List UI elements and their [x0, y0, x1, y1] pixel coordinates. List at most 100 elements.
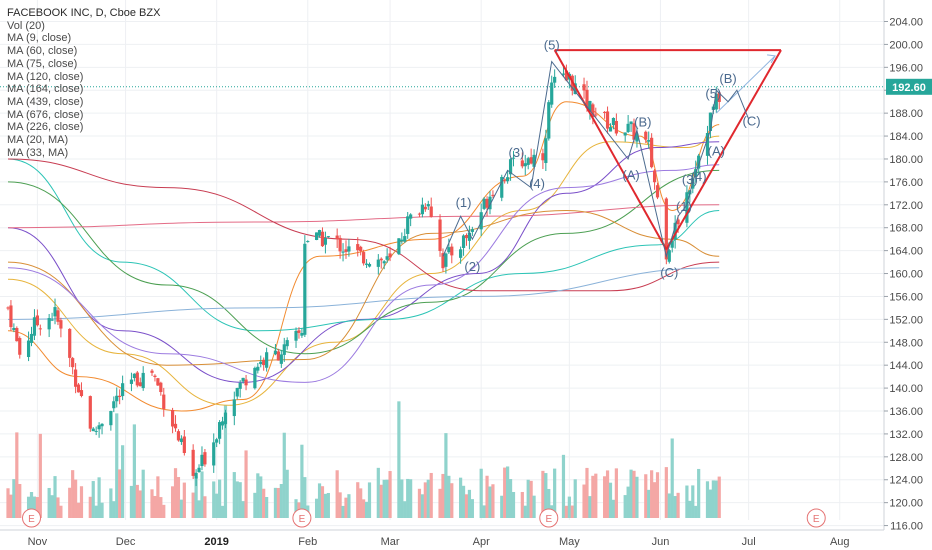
candle-body [88, 396, 92, 429]
volume-bar [56, 497, 60, 518]
legend-indicator[interactable]: MA (164, close) [7, 83, 84, 96]
candle-body [244, 379, 248, 386]
volume-bar [670, 438, 674, 518]
candle-body [582, 84, 586, 91]
volume-bar [156, 476, 160, 518]
candle-body [18, 338, 22, 355]
legend-indicator[interactable]: MA (60, close) [7, 45, 78, 58]
candle-body [191, 449, 195, 476]
volume-bar [561, 454, 566, 518]
y-tick-label: 200.00 [889, 39, 923, 51]
volume-bar [650, 470, 654, 518]
candle-body [403, 236, 407, 242]
legend-indicator[interactable]: MA (676, close) [7, 108, 84, 121]
candle-body [253, 367, 257, 389]
candle-body [91, 428, 95, 432]
candle-body [344, 249, 348, 252]
volume-bar [694, 505, 698, 518]
candle-body [200, 454, 204, 467]
volume-bar [441, 473, 445, 518]
candle-body [564, 70, 569, 81]
volume-bar [491, 484, 495, 518]
volume-bar [347, 494, 351, 518]
candle-body [644, 131, 648, 140]
candle-body [35, 315, 39, 326]
candle-body [38, 328, 42, 330]
wave-label: (5) [705, 86, 721, 101]
y-tick-label: 184.00 [889, 131, 923, 143]
volume-bar [461, 485, 466, 518]
candle-body [635, 133, 639, 142]
volume-bar [629, 469, 633, 518]
candle-body [173, 423, 178, 429]
candle-body [594, 114, 598, 116]
volume-bar [711, 480, 715, 518]
candle-body [652, 170, 657, 183]
x-tick-label: Dec [116, 536, 136, 548]
legend-indicator[interactable]: MA (226, close) [7, 121, 84, 134]
candle-body [112, 401, 116, 409]
earnings-marker [806, 508, 826, 528]
volume-bar [179, 499, 184, 518]
candle-body [491, 194, 495, 196]
candle-body [532, 154, 536, 167]
volume-bar [341, 505, 345, 518]
candle-body [235, 387, 239, 397]
x-tick-label: Mar [381, 536, 400, 548]
candle-body [541, 153, 545, 161]
candle-body [464, 235, 469, 239]
candle-body [608, 127, 613, 132]
volume-bar [385, 479, 389, 518]
price-label-box [886, 78, 932, 95]
volume-bar [100, 502, 104, 518]
candle-body [338, 237, 342, 252]
candle-body [406, 216, 410, 234]
volume-bar [253, 492, 257, 518]
candle-body [285, 340, 289, 347]
volume-bar [182, 482, 186, 518]
wave-label: (2) [464, 259, 480, 274]
x-tick-label: May [559, 536, 580, 548]
legend-indicator[interactable]: MA (120, close) [7, 70, 84, 83]
legend-indicator[interactable]: MA (439, close) [7, 95, 84, 108]
candle-body [47, 318, 51, 330]
earnings-marker [22, 508, 42, 528]
candle-body [544, 138, 548, 164]
legend-indicator[interactable]: MA (20, MA) [7, 134, 69, 147]
y-tick-label: 120.00 [889, 498, 923, 510]
volume-bar [691, 485, 695, 518]
volume-bar [18, 483, 22, 518]
volume-bar [364, 501, 369, 518]
legend-indicator[interactable]: Vol (20) [7, 19, 45, 32]
volume-bar [153, 495, 157, 518]
volume-bar [173, 468, 178, 518]
wave-label: (A) [708, 143, 725, 158]
legend-indicator[interactable]: MA (33, MA) [7, 146, 69, 159]
candle-body [438, 219, 442, 251]
volume-bar [73, 479, 78, 518]
volume-bar [688, 500, 692, 518]
volume-bar [359, 488, 363, 518]
volume-bar [697, 468, 701, 518]
volume-bar [323, 493, 328, 518]
volume-bar [15, 432, 19, 518]
legend-indicator[interactable]: MA (9, close) [7, 32, 72, 45]
candle-body [500, 176, 504, 198]
volume-bar [91, 481, 95, 518]
candle-body [135, 372, 139, 386]
candle-body [347, 246, 351, 252]
candle-body [467, 232, 472, 241]
candle-body [194, 472, 198, 479]
volume-bar [9, 494, 13, 518]
volume-bar [115, 413, 119, 518]
volume-bar [664, 467, 668, 518]
volume-bar [582, 484, 586, 518]
candle-body [303, 243, 307, 335]
y-tick-label: 144.00 [889, 360, 923, 372]
legend-indicator[interactable]: MA (75, close) [7, 57, 78, 70]
legend-symbol[interactable]: FACEBOOK INC, D, Cboe BZX [7, 7, 161, 19]
volume-bar [708, 489, 713, 518]
y-tick-label: 152.00 [889, 314, 923, 326]
